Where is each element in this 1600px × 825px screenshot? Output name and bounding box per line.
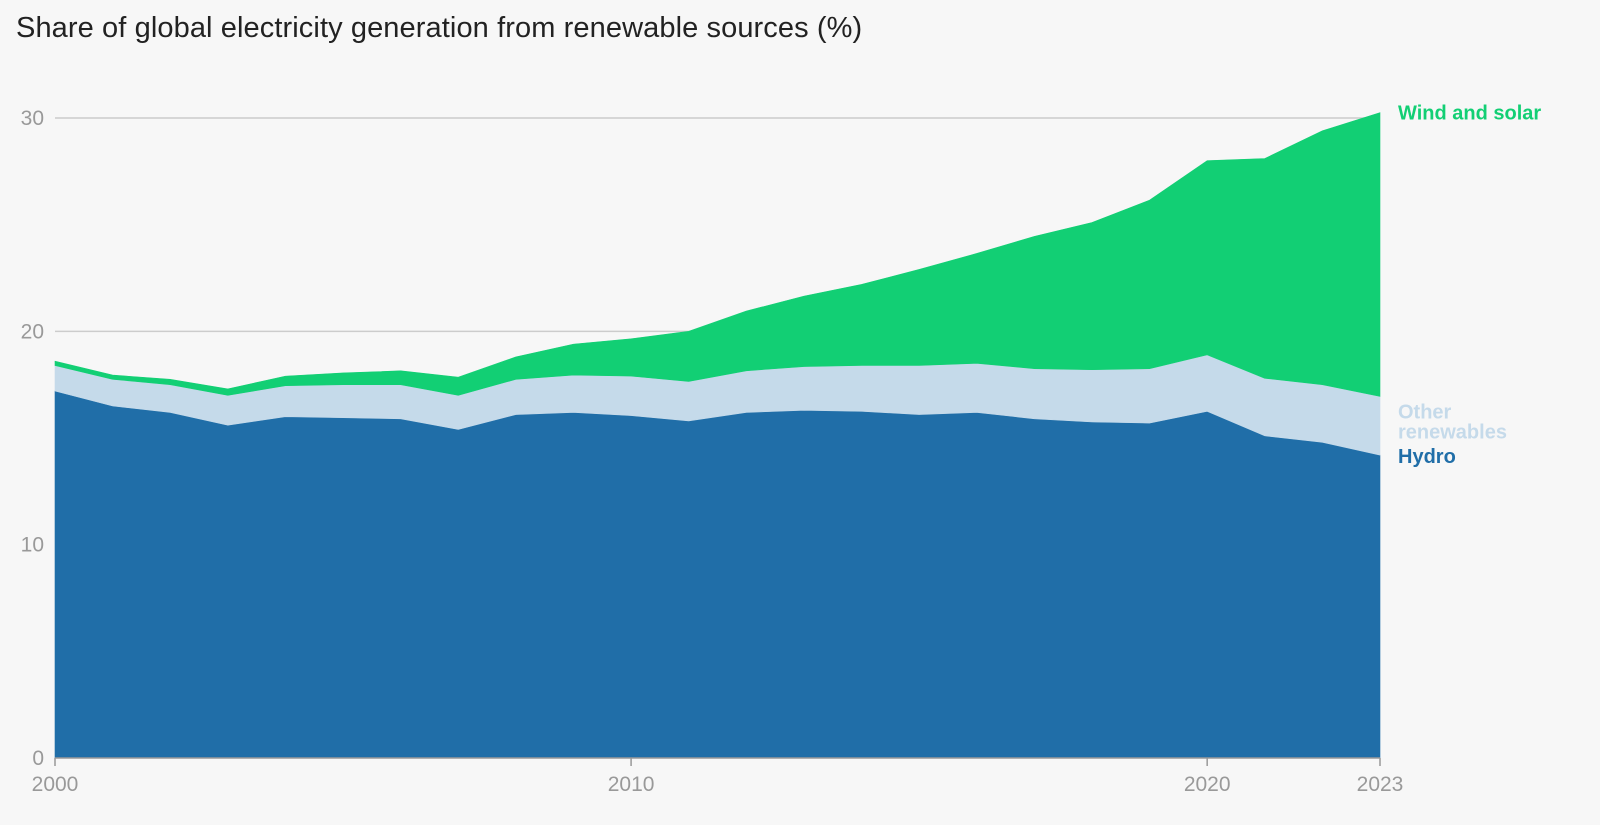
series-label-hydro: Hydro bbox=[1398, 446, 1456, 468]
y-tick-label-30: 30 bbox=[21, 107, 44, 130]
series-label-wind-and-solar: Wind and solar bbox=[1398, 103, 1541, 125]
x-axis bbox=[54, 757, 1381, 766]
x-tick-label-2010: 2010 bbox=[608, 773, 655, 796]
area-wind-and-solar bbox=[54, 112, 1381, 397]
y-tick-label-20: 20 bbox=[21, 320, 44, 343]
y-tick-label-0: 0 bbox=[32, 747, 44, 770]
y-tick-label-10: 10 bbox=[21, 534, 44, 557]
y-axis-tick-labels: 0 10 20 30 bbox=[21, 107, 44, 770]
x-axis-tick-labels: 2000 2010 2020 2023 bbox=[32, 773, 1404, 796]
x-tick-label-2023: 2023 bbox=[1357, 773, 1404, 796]
chart-title: Share of global electricity generation f… bbox=[16, 12, 863, 44]
x-tick-label-2020: 2020 bbox=[1184, 773, 1231, 796]
series-label-other-renewables: Other renewables bbox=[1398, 402, 1507, 444]
area-series bbox=[54, 112, 1381, 759]
area-hydro bbox=[54, 390, 1381, 759]
x-tick-label-2000: 2000 bbox=[32, 773, 79, 796]
